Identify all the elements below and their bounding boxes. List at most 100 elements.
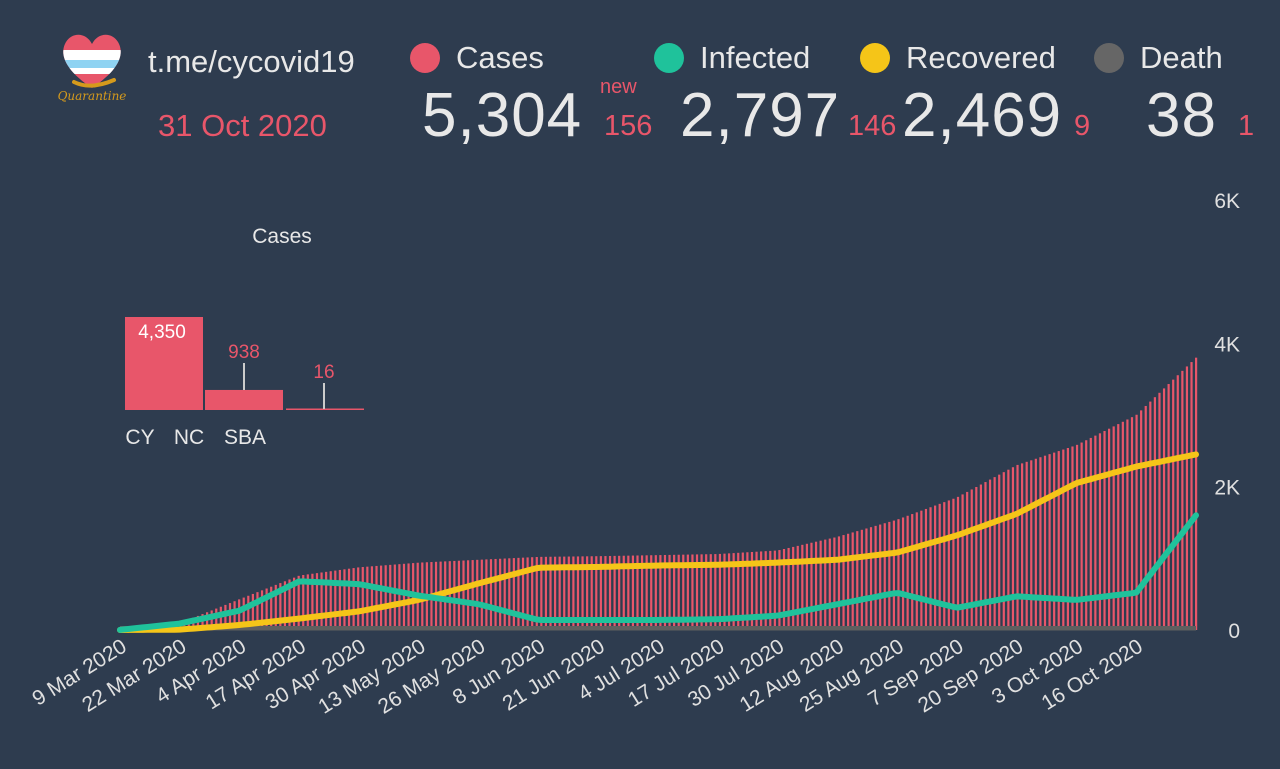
cases-bar bbox=[934, 505, 937, 630]
y-tick-label: 2K bbox=[1214, 477, 1240, 500]
cases-bar bbox=[1098, 433, 1102, 630]
cases-bar bbox=[503, 558, 506, 630]
cases-bar bbox=[888, 521, 891, 630]
cases-bar bbox=[920, 510, 923, 630]
cases-bar bbox=[1190, 362, 1193, 630]
cases-bar bbox=[604, 556, 607, 630]
cases-bar bbox=[402, 563, 406, 630]
cases-bar bbox=[288, 579, 291, 630]
cases-bar bbox=[979, 484, 982, 630]
cases-bar bbox=[1085, 440, 1088, 630]
cases-bar bbox=[270, 586, 273, 630]
cases-bar bbox=[901, 517, 905, 630]
cases-bar bbox=[1108, 428, 1111, 630]
cases-bar bbox=[201, 614, 204, 630]
cases-bar bbox=[1048, 454, 1051, 630]
cases-bar bbox=[476, 559, 479, 630]
cases-bar bbox=[586, 556, 589, 630]
cases-bar bbox=[883, 523, 886, 630]
cases-bar bbox=[292, 577, 296, 630]
cases-bar bbox=[1011, 467, 1015, 630]
cases-bar bbox=[407, 563, 410, 630]
cases-bar bbox=[668, 554, 671, 630]
cases-bar bbox=[517, 557, 520, 630]
cases-bar bbox=[1034, 458, 1037, 630]
cases-bar bbox=[819, 540, 822, 630]
infected-new: 146 bbox=[848, 110, 897, 142]
cases-bar bbox=[714, 554, 717, 630]
legend-infected: Infected bbox=[654, 40, 810, 76]
heart-icon: Quarantine bbox=[58, 34, 126, 103]
inset-bar bbox=[205, 389, 283, 410]
cases-bar bbox=[1016, 464, 1019, 630]
cases-bar bbox=[1126, 419, 1129, 630]
cases-bar bbox=[700, 554, 703, 630]
cases-bar bbox=[645, 555, 648, 630]
inset-value-label: 938 bbox=[228, 342, 260, 363]
cases-bar bbox=[544, 556, 548, 630]
cases-bar bbox=[228, 603, 232, 630]
cases-bar bbox=[1062, 449, 1065, 630]
cases-bar bbox=[329, 571, 332, 630]
cases-bar bbox=[1103, 431, 1106, 630]
cases-bar bbox=[1167, 384, 1170, 630]
legend-death: Death bbox=[1094, 40, 1223, 76]
cases-bar bbox=[773, 550, 776, 630]
cases-bar bbox=[851, 532, 854, 630]
cases-bar bbox=[1162, 388, 1166, 630]
cases-bar bbox=[659, 555, 662, 630]
cases-bar bbox=[613, 555, 616, 630]
y-tick-label: 0 bbox=[1228, 620, 1240, 643]
cases-bar bbox=[654, 555, 657, 630]
cases-bar bbox=[494, 558, 497, 630]
recovered-total: 2,469 bbox=[902, 81, 1063, 150]
channel-link[interactable]: t.me/cycovid19 bbox=[148, 44, 355, 79]
cases-bar bbox=[677, 554, 680, 630]
cases-bar bbox=[1144, 405, 1147, 630]
recovered-new: 9 bbox=[1074, 110, 1091, 142]
cases-bar bbox=[792, 546, 795, 630]
cases-bar bbox=[540, 556, 543, 630]
cases-bar bbox=[183, 621, 186, 630]
cases-bar bbox=[320, 572, 323, 630]
cases-bar bbox=[874, 525, 877, 630]
cases-bar bbox=[393, 564, 396, 630]
cases-bar bbox=[1176, 375, 1179, 630]
cases-bar bbox=[709, 554, 712, 630]
cases-bar bbox=[787, 547, 790, 630]
cases-bar bbox=[750, 551, 754, 630]
cases-bar bbox=[379, 565, 383, 630]
cases-bar bbox=[512, 558, 515, 630]
death-dot-icon bbox=[1094, 43, 1124, 73]
cases-bar bbox=[521, 557, 525, 630]
cases-bar bbox=[549, 556, 552, 630]
cases-bar bbox=[567, 556, 570, 630]
legend-recovered: Recovered bbox=[860, 40, 1056, 76]
cases-bar bbox=[471, 560, 474, 630]
cases-bar bbox=[966, 491, 969, 630]
cases-bar bbox=[398, 564, 401, 630]
death-new: 1 bbox=[1238, 110, 1255, 142]
cases-bar bbox=[608, 555, 612, 630]
cases-bar bbox=[805, 543, 809, 630]
cases-bar bbox=[448, 561, 451, 630]
cases-bar bbox=[553, 556, 557, 630]
cases-bar bbox=[196, 615, 200, 630]
cases-bar bbox=[1043, 455, 1047, 630]
cases-bar bbox=[205, 612, 209, 630]
cases-bar bbox=[682, 554, 685, 630]
cases-bar bbox=[961, 494, 964, 630]
cases-bar bbox=[778, 550, 781, 630]
cases-bar bbox=[705, 554, 708, 630]
recovered-line bbox=[117, 451, 1199, 633]
infected-total: 2,797 bbox=[680, 81, 841, 150]
cases-bar bbox=[732, 553, 735, 630]
cases-bar bbox=[219, 606, 222, 630]
cases-bar bbox=[306, 574, 309, 630]
cases-bar bbox=[1195, 357, 1198, 630]
cases-bar bbox=[1149, 401, 1152, 630]
cases-bar bbox=[906, 515, 909, 630]
cases-bar bbox=[723, 553, 726, 630]
cases-bar bbox=[828, 538, 831, 630]
cases-bar bbox=[238, 599, 241, 630]
